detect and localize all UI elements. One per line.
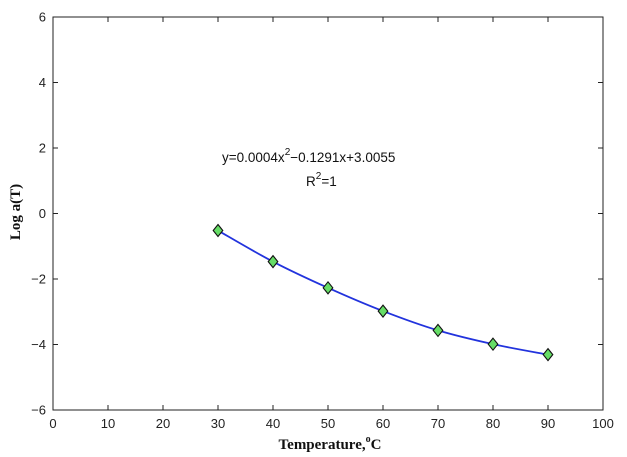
y-tick-label: 4 [39,75,46,90]
data-markers [212,223,554,362]
x-tick-label: 60 [376,416,390,431]
data-point-marker [432,323,444,338]
x-tick-label: 50 [321,416,335,431]
axis-ticks [52,16,604,411]
x-tick-label: 0 [49,416,56,431]
r-squared-annotation: R2=1 [306,171,337,189]
y-axis-title: Log a(T) [8,184,24,240]
x-tick-label: 90 [541,416,555,431]
x-axis-title: Temperature,oC [279,434,382,453]
x-tick-label: 80 [486,416,500,431]
data-point-marker [542,347,554,362]
data-point-marker [322,280,334,295]
x-tick-label: 10 [101,416,115,431]
tick-labels: 0 10 20 30 40 50 60 70 80 90 100 −6 −4 −2 0 2 4 6 [31,10,614,432]
data-point-marker [212,223,224,238]
y-tick-label: −4 [31,337,46,352]
data-point-marker [267,254,279,269]
x-tick-label: 30 [211,416,225,431]
fit-line [217,229,549,356]
data-point-marker [487,337,499,352]
x-tick-label: 70 [431,416,445,431]
equation-annotation: y=0.0004x2−0.1291x+3.0055 [222,147,395,165]
y-tick-label: 2 [39,141,46,156]
data-point-marker [377,304,389,318]
y-tick-label: −2 [31,272,46,287]
plot-frame [52,16,604,411]
x-tick-label: 100 [592,416,614,431]
y-tick-label: −6 [31,403,46,418]
y-tick-label: 6 [39,10,46,25]
x-tick-label: 40 [266,416,280,431]
x-tick-label: 20 [156,416,170,431]
y-tick-label: 0 [39,206,46,221]
